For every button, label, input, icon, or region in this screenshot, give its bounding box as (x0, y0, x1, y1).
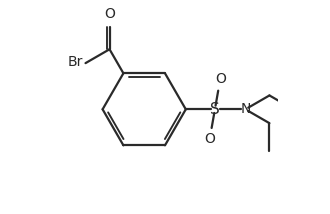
Text: N: N (240, 102, 250, 116)
Text: O: O (204, 132, 215, 146)
Text: S: S (210, 102, 220, 117)
Text: Br: Br (67, 55, 83, 69)
Text: O: O (215, 73, 226, 86)
Text: O: O (104, 7, 115, 21)
